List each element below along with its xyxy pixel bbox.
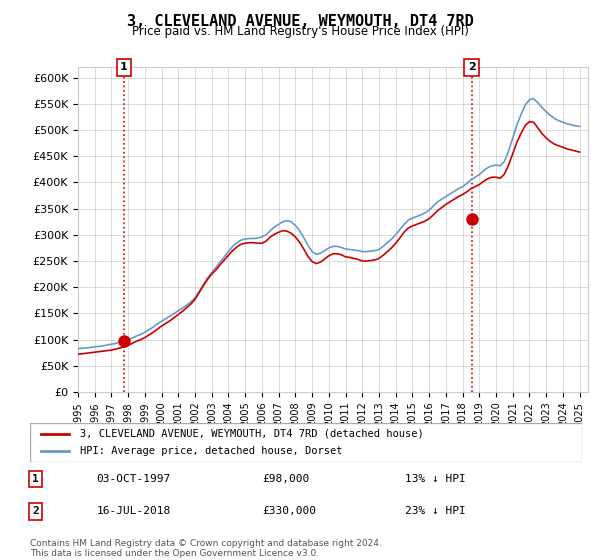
Text: 03-OCT-1997: 03-OCT-1997 — [96, 474, 170, 484]
FancyBboxPatch shape — [30, 423, 582, 462]
Text: HPI: Average price, detached house, Dorset: HPI: Average price, detached house, Dors… — [80, 446, 342, 456]
Text: £98,000: £98,000 — [262, 474, 309, 484]
Text: Price paid vs. HM Land Registry's House Price Index (HPI): Price paid vs. HM Land Registry's House … — [131, 25, 469, 38]
Text: Contains HM Land Registry data © Crown copyright and database right 2024.
This d: Contains HM Land Registry data © Crown c… — [30, 539, 382, 558]
Text: 3, CLEVELAND AVENUE, WEYMOUTH, DT4 7RD: 3, CLEVELAND AVENUE, WEYMOUTH, DT4 7RD — [127, 14, 473, 29]
Text: 16-JUL-2018: 16-JUL-2018 — [96, 506, 170, 516]
Text: 2: 2 — [32, 506, 39, 516]
Text: 1: 1 — [120, 62, 128, 72]
Text: £330,000: £330,000 — [262, 506, 316, 516]
Text: 2: 2 — [468, 62, 475, 72]
Text: 13% ↓ HPI: 13% ↓ HPI — [406, 474, 466, 484]
Text: 3, CLEVELAND AVENUE, WEYMOUTH, DT4 7RD (detached house): 3, CLEVELAND AVENUE, WEYMOUTH, DT4 7RD (… — [80, 429, 424, 439]
Text: 23% ↓ HPI: 23% ↓ HPI — [406, 506, 466, 516]
Text: 1: 1 — [32, 474, 39, 484]
